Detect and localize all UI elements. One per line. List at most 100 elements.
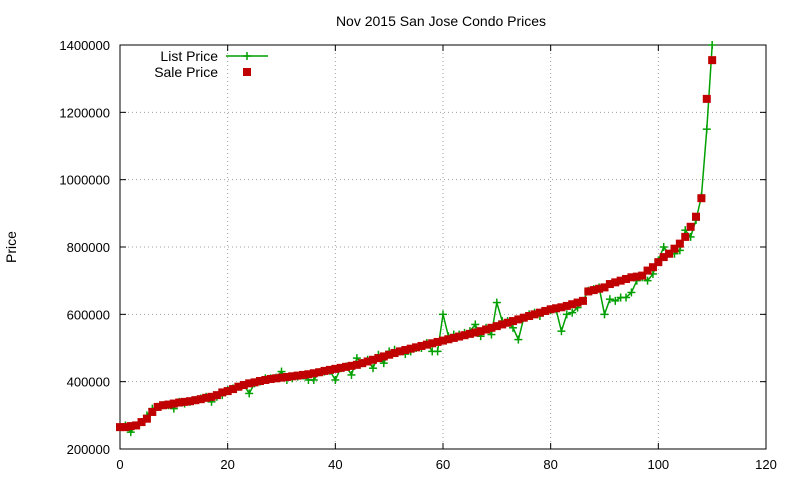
list-price-point <box>347 370 356 379</box>
sale-price-point <box>245 379 254 388</box>
x-axis-tick-labels: 0 20 40 60 80 100 120 <box>116 457 776 472</box>
list-price-point <box>702 125 711 134</box>
sale-price-point <box>428 339 437 348</box>
list-price-point <box>562 310 571 319</box>
sale-price-point <box>482 325 491 334</box>
sale-price-point <box>191 396 200 405</box>
sale-price-point <box>126 422 135 431</box>
list-price-point <box>433 347 442 356</box>
sale-price-point <box>412 343 421 352</box>
sale-price-point <box>229 385 238 394</box>
list-price-point <box>492 298 501 307</box>
sale-price-point <box>164 400 173 409</box>
sale-price-point <box>180 397 189 406</box>
sale-price-point <box>535 308 544 317</box>
sale-price-point <box>465 329 474 338</box>
sale-price-point <box>385 350 394 359</box>
y-axis-tick-labels: 200000 400000 600000 800000 1000000 1200000 14… <box>59 38 110 457</box>
sale-price-point <box>185 397 194 406</box>
sale-price-point <box>670 244 679 253</box>
list-price-point <box>568 308 577 317</box>
sale-price-point <box>153 402 162 411</box>
sale-price-point <box>239 381 248 390</box>
chart-title: Nov 2015 San Jose Condo Prices <box>336 13 546 29</box>
sale-price-point <box>320 366 329 375</box>
sale-price-point <box>605 280 614 289</box>
sale-price-point <box>142 414 151 423</box>
list-price-point <box>369 364 378 373</box>
sale-price-point <box>422 340 431 349</box>
series-sale-price <box>116 56 717 432</box>
sale-price-point <box>675 239 684 248</box>
sale-price-point <box>417 341 426 350</box>
sale-price-point <box>444 335 453 344</box>
list-price-point <box>471 320 480 329</box>
sale-price-point <box>471 328 480 337</box>
sale-price-point <box>648 263 657 272</box>
list-price-point <box>622 293 631 302</box>
y-tick-label: 800000 <box>67 240 110 255</box>
sale-price-point <box>395 347 404 356</box>
sale-price-point <box>121 423 130 432</box>
sale-price-point <box>638 271 647 280</box>
sale-price-point <box>132 421 141 430</box>
sale-price-point <box>234 382 243 391</box>
sale-price-point <box>449 333 458 342</box>
sale-price-point <box>250 378 259 387</box>
sale-price-point <box>654 258 663 267</box>
grid <box>120 45 766 449</box>
y-tick-label: 400000 <box>67 375 110 390</box>
sale-price-point <box>562 301 571 310</box>
list-price-point <box>352 354 361 363</box>
sale-price-point <box>374 354 383 363</box>
x-tick-label: 40 <box>328 457 342 472</box>
axis-ticks <box>119 44 767 450</box>
sale-price-point <box>541 306 550 315</box>
sale-price-point <box>616 276 625 285</box>
sale-price-point <box>503 318 512 327</box>
list-price-point <box>627 288 636 297</box>
sale-price-point <box>169 399 178 408</box>
sale-price-point <box>363 357 372 366</box>
list-price-point <box>245 389 254 398</box>
sale-price-point <box>406 344 415 353</box>
sale-price-point <box>525 312 534 321</box>
y-tick-label: 600000 <box>67 307 110 322</box>
sale-price-point <box>487 323 496 332</box>
list-price-point <box>708 41 717 49</box>
list-price-point <box>379 359 388 368</box>
sale-price-point <box>589 286 598 295</box>
sale-price-point <box>686 222 695 231</box>
sale-price-point <box>207 392 216 401</box>
list-price-point <box>605 295 614 304</box>
sale-price-point <box>584 287 593 296</box>
sale-price-point <box>137 418 146 427</box>
sale-price-point <box>288 372 297 381</box>
sale-price-point <box>159 401 168 410</box>
sale-price-point <box>460 331 469 340</box>
sale-price-point <box>277 373 286 382</box>
list-price-point <box>643 276 652 285</box>
sale-price-point <box>557 303 566 312</box>
sale-price-point <box>255 376 264 385</box>
sale-price-point <box>175 398 184 407</box>
sale-price-point <box>708 56 717 65</box>
sale-price-point <box>347 361 356 370</box>
sale-price-point <box>309 369 318 378</box>
y-tick-label: 1400000 <box>59 38 110 53</box>
sale-price-point <box>218 388 227 397</box>
sale-price-point <box>196 395 205 404</box>
list-price-point <box>331 375 340 384</box>
x-tick-label: 60 <box>436 457 450 472</box>
sale-price-point <box>665 249 674 258</box>
sale-price-point <box>508 317 517 326</box>
list-price-point <box>309 375 318 384</box>
list-price-point <box>611 296 620 305</box>
sale-price-point <box>552 304 561 313</box>
y-tick-label: 1200000 <box>59 105 110 120</box>
sale-price-point <box>342 362 351 371</box>
sale-price-point <box>519 313 528 322</box>
sale-price-point <box>595 284 604 293</box>
x-tick-label: 80 <box>543 457 557 472</box>
